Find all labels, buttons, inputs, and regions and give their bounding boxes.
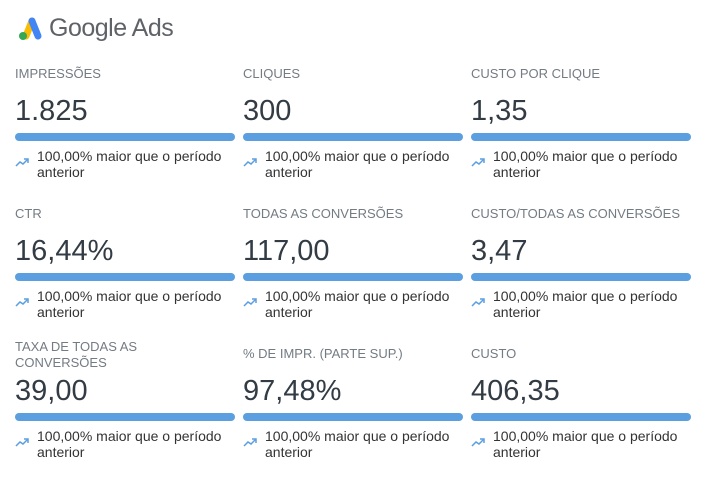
trending-up-icon [471, 298, 485, 307]
metric-bar [15, 413, 235, 421]
metric-card: CUSTO/TODAS AS CONVERSÕES 3,47 100,00% m… [471, 202, 691, 332]
metric-label: IMPRESSÕES [15, 66, 101, 81]
metric-bar [15, 133, 235, 141]
metric-label: % DE IMPR. (PARTE SUP.) [243, 346, 403, 361]
metric-value: 3,47 [471, 235, 528, 267]
metric-card: CUSTO 406,35 100,00% maior que o período… [471, 342, 691, 472]
metric-bar [243, 273, 463, 281]
metric-label: CTR [15, 206, 42, 221]
metric-value: 39,00 [15, 375, 88, 407]
metric-trend-text: 100,00% maior que o período anterior [265, 428, 450, 460]
metric-trend-text: 100,00% maior que o período anterior [493, 288, 678, 320]
metric-trend: 100,00% maior que o período anterior [15, 288, 227, 320]
trending-up-icon [243, 298, 257, 307]
trending-up-icon [471, 438, 485, 447]
metric-card: CTR 16,44% 100,00% maior que o período a… [15, 202, 235, 332]
metric-value: 117,00 [243, 235, 330, 267]
metric-card: IMPRESSÕES 1.825 100,00% maior que o per… [15, 62, 235, 192]
metric-trend: 100,00% maior que o período anterior [471, 428, 683, 460]
metric-trend-text: 100,00% maior que o período anterior [265, 288, 450, 320]
metric-label: CUSTO POR CLIQUE [471, 66, 601, 81]
metric-trend-text: 100,00% maior que o período anterior [37, 288, 222, 320]
metric-card: TODAS AS CONVERSÕES 117,00 100,00% maior… [243, 202, 463, 332]
trending-up-icon [243, 158, 257, 167]
metric-bar [471, 273, 691, 281]
metric-trend: 100,00% maior que o período anterior [243, 428, 455, 460]
metric-card: CUSTO POR CLIQUE 1,35 100,00% maior que … [471, 62, 691, 192]
metric-trend-text: 100,00% maior que o período anterior [265, 148, 450, 180]
metric-trend: 100,00% maior que o período anterior [243, 288, 455, 320]
metric-trend: 100,00% maior que o período anterior [471, 148, 683, 180]
metric-bar [15, 273, 235, 281]
metric-label: TODAS AS CONVERSÕES [243, 206, 404, 221]
metric-trend: 100,00% maior que o período anterior [15, 428, 227, 460]
metric-value: 406,35 [471, 375, 560, 407]
metric-value: 1.825 [15, 95, 88, 127]
google-ads-logo: Google Ads [16, 14, 174, 43]
trending-up-icon [15, 438, 29, 447]
trending-up-icon [471, 158, 485, 167]
trending-up-icon [243, 438, 257, 447]
metric-bar [243, 413, 463, 421]
metric-value: 1,35 [471, 95, 528, 127]
metric-bar [471, 133, 691, 141]
metric-bar [243, 133, 463, 141]
metric-value: 300 [243, 95, 292, 127]
metric-bar [471, 413, 691, 421]
metric-trend-text: 100,00% maior que o período anterior [493, 428, 678, 460]
metric-card: CLIQUES 300 100,00% maior que o período … [243, 62, 463, 192]
metric-label: CUSTO [471, 346, 517, 361]
metric-label: CLIQUES [243, 66, 301, 81]
google-ads-logo-icon [19, 17, 42, 40]
trending-up-icon [15, 298, 29, 307]
metric-trend-text: 100,00% maior que o período anterior [493, 148, 678, 180]
metric-trend-text: 100,00% maior que o período anterior [37, 428, 222, 460]
metric-trend: 100,00% maior que o período anterior [243, 148, 455, 180]
metric-value: 16,44% [15, 235, 114, 267]
app-title: Google Ads [49, 14, 174, 42]
trending-up-icon [15, 158, 29, 167]
metric-trend-text: 100,00% maior que o período anterior [37, 148, 222, 180]
metric-trend: 100,00% maior que o período anterior [471, 288, 683, 320]
metric-value: 97,48% [243, 375, 342, 407]
metric-trend: 100,00% maior que o período anterior [15, 148, 227, 180]
metric-card: TAXA DE TODAS AS CONVERSÕES 39,00 100,00… [15, 339, 235, 472]
metric-card: % DE IMPR. (PARTE SUP.) 97,48% 100,00% m… [243, 342, 463, 472]
metric-label: CUSTO/TODAS AS CONVERSÕES [471, 206, 681, 221]
metric-label: TAXA DE TODAS AS CONVERSÕES [15, 339, 138, 370]
